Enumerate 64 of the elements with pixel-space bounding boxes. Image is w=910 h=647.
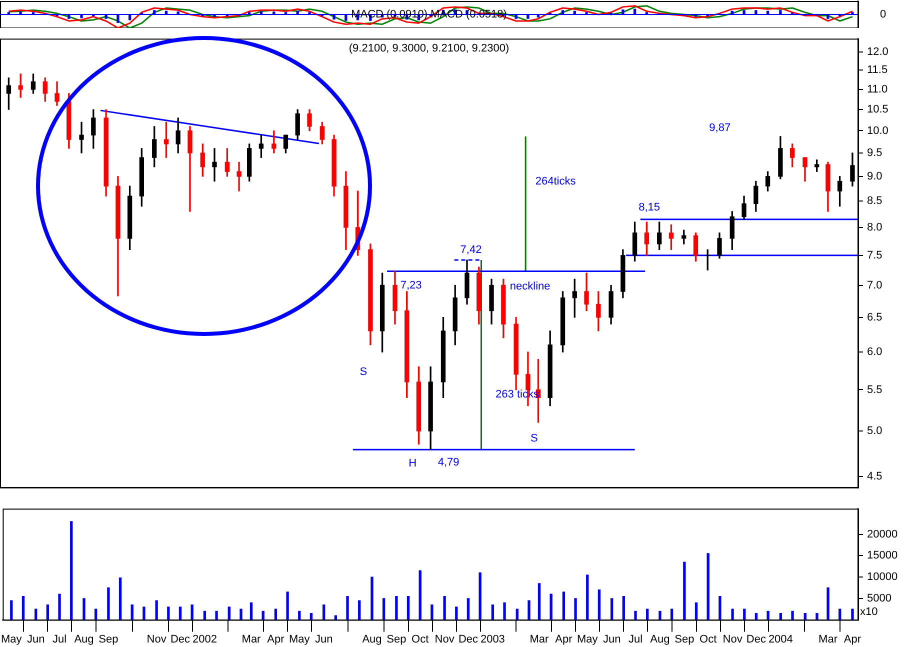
ref-line-label: 0 [880,8,886,21]
y-tick-label: 8.0 [867,221,882,234]
y-tick-label: 9.0 [867,170,882,182]
annotation: S [530,432,538,444]
x-tick-label: Apr [844,633,862,646]
annotation: 7,42 [460,244,482,256]
y-tick-label: 5.5 [867,384,882,396]
x-tick-label: Sep [674,633,694,646]
annotation: 9,87 [709,122,731,134]
y-tick-label: 20000 [867,528,898,540]
annotation: neckline [510,280,550,292]
x-tick-label: Aug [74,633,94,646]
annotation: 8,15 [638,201,660,214]
x-tick-label: Aug [650,633,670,646]
x-tick-label: Apr [555,633,573,646]
x-tick-label: Mar [530,633,550,646]
y-tick-label: 9.5 [867,146,882,159]
x-tick-label: Apr [267,633,285,646]
text: x10 [860,606,878,618]
x-tick-label: Dec [170,633,191,646]
x-tick-label: Nov [434,633,455,646]
x-tick-label: Mar [242,633,262,646]
annotation: S [360,366,368,378]
x-tick-label: May [288,633,310,646]
y-tick-label: 6.0 [867,346,882,358]
chart-title: (9.2100, 9.3000, 9.2100, 9.2300) [348,42,510,55]
x-tick-label: 2002 [192,633,217,646]
x-tick-label: May [1,633,22,646]
y-tick-label: 6.5 [867,311,882,324]
y-tick-label: 15000 [867,550,898,562]
x-tick-label: Jun [602,633,621,646]
y-tick-label: 11.5 [867,64,888,76]
x-tick-label: Oct [412,633,429,646]
x-tick-label: Nov [146,633,167,646]
y-tick-label: 10000 [867,571,898,584]
x-tick-label: May [576,633,598,646]
x-tick-label: Oct [700,633,717,646]
y-tick-label: 8.5 [867,195,882,208]
x-tick-label: Jun [26,633,45,646]
x-tick-label: Mar [818,633,838,646]
y-tick-label: 10.0 [867,124,888,137]
x-tick-label: Sep [98,633,118,646]
y-tick-label: 5000 [867,592,892,604]
x-tick-label: Jun [314,633,333,646]
annotation: 4,79 [438,456,460,469]
x-tick-label: Jul [52,633,67,646]
x-tick-label: Dec [458,633,479,646]
x-tick-label: 2004 [768,633,793,646]
y-tick-label: 7.0 [867,279,882,292]
x-tick-label: Dec [746,633,766,646]
y-tick-label: 10.5 [867,104,888,116]
annotation: 7,23 [400,279,422,292]
x-tick-label: 2003 [480,633,505,646]
y-tick-label: 5.0 [867,425,882,438]
y-tick-label: 12.0 [867,46,888,58]
x-tick-label: Aug [362,633,382,646]
y-tick-label: 11.0 [867,83,888,96]
y-tick-label: 7.5 [867,249,882,262]
annotation: 264ticks [535,176,576,188]
x-tick-label: Nov [722,633,743,646]
y-tick-label: 4.5 [867,470,882,483]
annotation: H [408,458,417,470]
x-tick-label: Sep [386,633,406,646]
x-tick-label: Jul [628,633,643,646]
